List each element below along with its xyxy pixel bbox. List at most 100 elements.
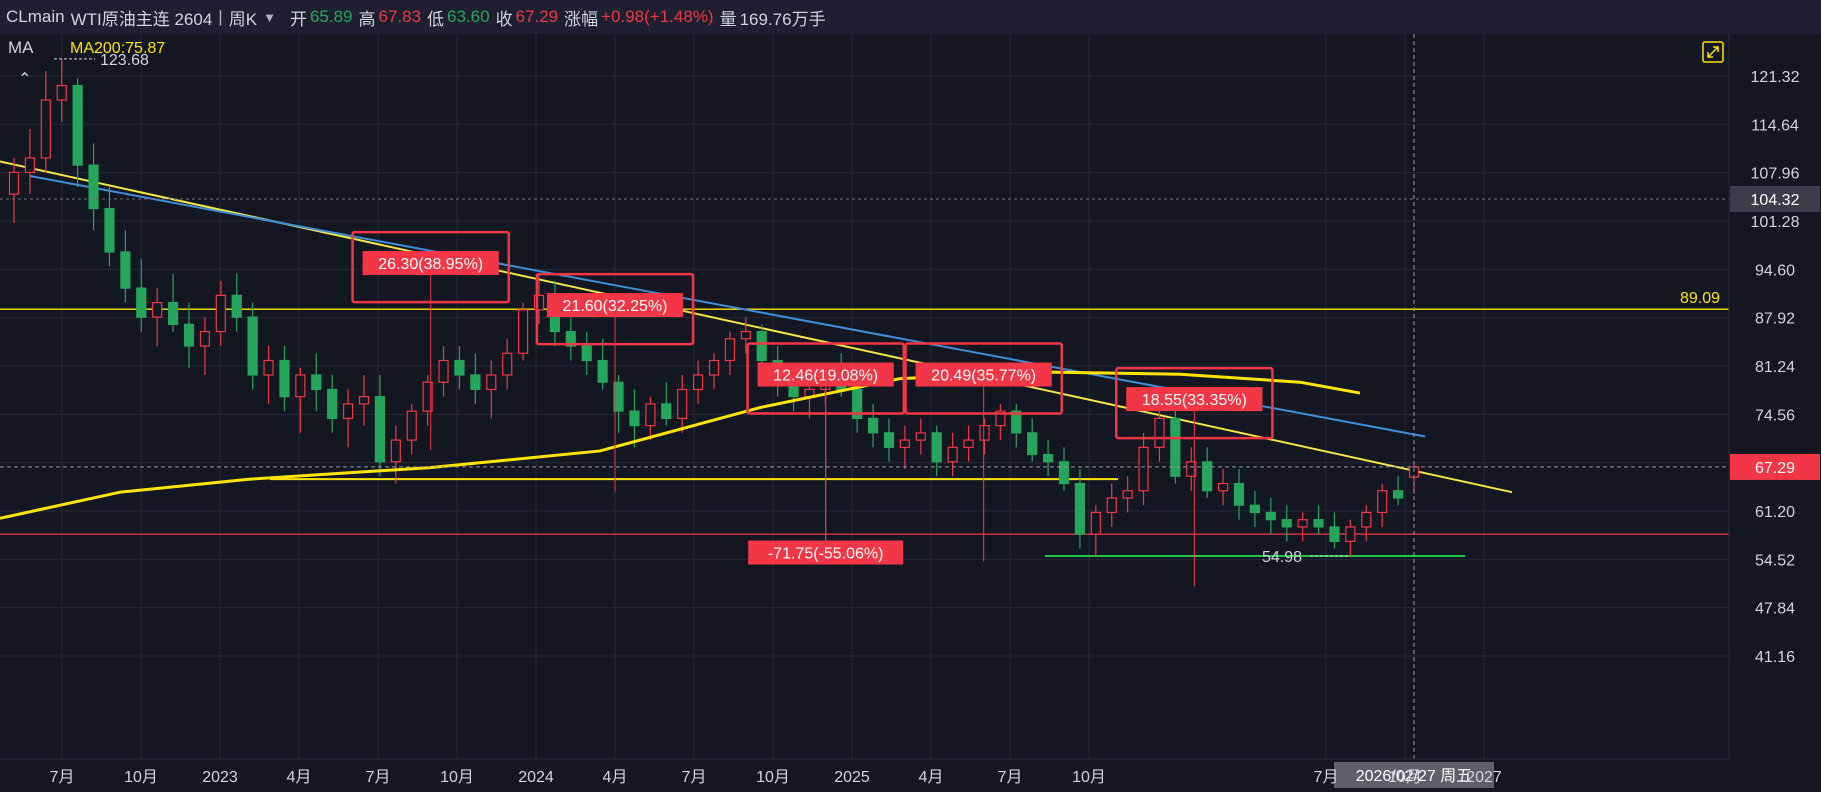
candle: [311, 353, 322, 412]
candle: [915, 418, 926, 455]
candle-body: [183, 323, 195, 347]
high-label: 高: [358, 9, 376, 29]
candle: [1042, 440, 1054, 477]
change-label: 涨幅: [564, 9, 599, 29]
ma200-label: MA200:75.87: [70, 40, 165, 57]
candle: [136, 259, 147, 332]
candle-body: [56, 84, 67, 101]
candle-body: [979, 425, 990, 441]
candle-body: [629, 410, 640, 427]
candle-body: [565, 330, 576, 347]
candle-body: [454, 359, 465, 376]
candle: [422, 374, 433, 426]
candle-body: [883, 432, 895, 448]
open-label: 开: [289, 9, 307, 29]
candle-body: [1377, 490, 1388, 514]
candle: [1233, 469, 1245, 520]
x-tick-label: 7月: [682, 769, 707, 786]
candle-body: [645, 403, 656, 427]
candle: [597, 338, 608, 390]
y-tick-label: 61.20: [1755, 504, 1795, 521]
annotation-label: -71.75(-55.06%): [768, 546, 884, 563]
candle: [1027, 418, 1038, 462]
low-value: 63.60: [447, 7, 490, 26]
candle: [661, 382, 672, 426]
candle: [1377, 483, 1388, 527]
candle: [1058, 447, 1070, 491]
y-tick-label: 81.24: [1755, 359, 1795, 376]
collapse-up-icon[interactable]: ⌃: [18, 71, 31, 88]
period-selector[interactable]: 周K: [228, 9, 258, 29]
y-tick-label: 107.96: [1751, 166, 1800, 183]
change-value: +0.98(+1.48%): [601, 7, 714, 26]
candlestick-chart[interactable]: 89.09 123.68 54.98 26.30(38.95%) 21.60(32.2…: [0, 34, 1821, 792]
candle-body: [613, 381, 624, 412]
x-tick-label: 7月: [50, 769, 75, 786]
candle-body: [422, 381, 433, 412]
candle: [899, 425, 911, 470]
header-separator: |: [218, 7, 223, 26]
candle-body: [899, 439, 911, 448]
extreme-low-label: 54.98: [1262, 549, 1302, 566]
candle-body: [215, 294, 226, 333]
x-tick-label: 7月: [366, 769, 391, 786]
candle: [1090, 505, 1101, 556]
indicator-name[interactable]: MA: [8, 38, 34, 57]
high-value: 67.83: [378, 7, 422, 26]
candle: [533, 273, 545, 325]
volume-value: 169.76万手: [739, 9, 826, 29]
y-tick-label: 54.52: [1755, 552, 1795, 569]
candle: [167, 273, 179, 332]
candle: [1313, 505, 1324, 535]
y-tick-label: 87.92: [1755, 311, 1795, 328]
annotation-label: 26.30(38.95%): [378, 256, 483, 273]
candle: [1297, 512, 1308, 542]
candle-body: [247, 316, 258, 376]
candle: [120, 230, 131, 303]
candle: [279, 346, 290, 412]
candle: [1202, 447, 1213, 498]
time-axis[interactable]: 7月 10月 2023 4月 7月 10月 2024 4月 7月 10月 2025 4月 7月 10月 7月…: [0, 758, 1729, 786]
symbol-name[interactable]: WTI原油主连 2604: [70, 9, 213, 29]
candle-body: [677, 388, 688, 419]
candle-body: [120, 251, 131, 289]
x-tick-label: 2024: [518, 769, 554, 786]
candle-body: [104, 207, 115, 253]
caret-down-icon[interactable]: ▼: [263, 9, 276, 25]
candle: [104, 186, 115, 267]
candle: [342, 389, 354, 448]
candle: [327, 374, 338, 433]
candle-body: [88, 164, 99, 210]
close-label: 收: [495, 9, 513, 29]
candle: [24, 128, 36, 195]
annotation-label-bg: [748, 540, 904, 565]
candle-body: [374, 396, 386, 463]
y-tick-label: 74.56: [1755, 407, 1795, 424]
low-label: 低: [427, 9, 445, 29]
candle: [1011, 403, 1022, 448]
candle-body: [692, 374, 704, 391]
candle: [183, 302, 195, 368]
candle: [1345, 519, 1356, 556]
candle-body: [295, 374, 306, 398]
annotation-label: 20.49(35.77%): [931, 368, 1036, 385]
candle: [581, 331, 592, 375]
y-tick-label: 101.28: [1751, 214, 1800, 231]
symbol-code[interactable]: CLmain: [6, 7, 65, 26]
candle: [613, 374, 624, 433]
candle-body: [1122, 490, 1133, 499]
candle: [406, 403, 417, 455]
candle: [883, 418, 895, 462]
x-tick-label: 4月: [919, 769, 944, 786]
price-axis[interactable]: 121.32 114.64 107.96 101.28 94.60 87.92 81.24 7…: [1730, 69, 1820, 666]
candle: [1361, 505, 1372, 542]
annotation-label-bg: [362, 251, 499, 276]
candle-body: [1202, 461, 1213, 492]
candle-body: [358, 396, 370, 405]
candle: [740, 317, 751, 354]
candle: [8, 157, 20, 224]
candle: [852, 382, 863, 433]
candle: [1122, 476, 1133, 513]
expand-icon[interactable]: [1702, 41, 1724, 63]
x-tick-label: 10月: [124, 769, 158, 786]
